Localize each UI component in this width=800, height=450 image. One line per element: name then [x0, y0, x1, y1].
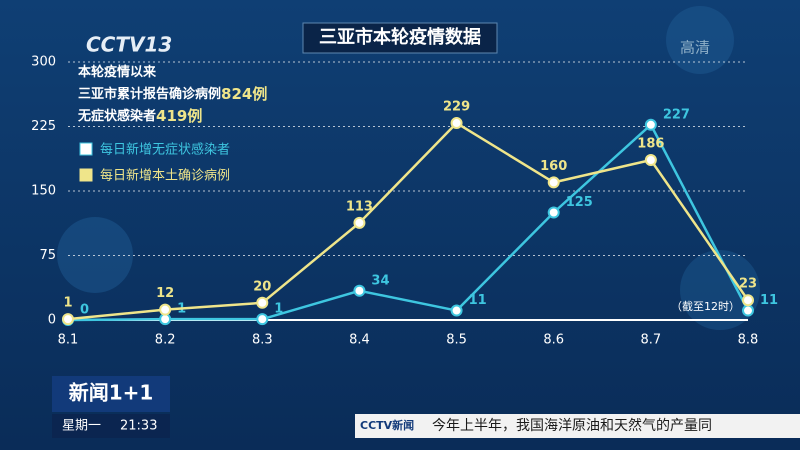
legend-label: 每日新增本土确诊病例: [100, 168, 230, 184]
series-line: [67, 121, 750, 321]
data-label: 113: [346, 199, 373, 214]
data-point: [159, 303, 172, 316]
data-point: [353, 284, 366, 297]
y-tick-label: 225: [31, 119, 56, 134]
y-tick-label: 0: [48, 313, 56, 328]
chart-title: 三亚市本轮疫情数据: [319, 26, 481, 48]
clock-box: [52, 414, 170, 438]
note-highlight: 419例: [156, 107, 202, 125]
data-label: 160: [540, 159, 567, 174]
data-point: [547, 206, 560, 219]
y-tick-label: 150: [31, 184, 56, 199]
series-line: [67, 122, 750, 322]
note: 本轮疫情以来: [78, 64, 157, 80]
data-label: 125: [566, 195, 593, 210]
ticker-logo: CCTV新闻: [360, 418, 414, 432]
data-point: [742, 304, 754, 317]
data-point: [62, 313, 74, 326]
x-tick-label: 8.6: [543, 333, 564, 348]
data-point: [256, 296, 269, 309]
note-text: 本轮疫情以来: [78, 64, 157, 80]
ticker-text: 今年上半年，我国海洋原油和天然气的产量同: [432, 417, 712, 434]
x-tick-label: 8.4: [349, 333, 370, 348]
data-point: [644, 154, 657, 167]
hd-mark: 高清: [680, 39, 710, 57]
data-label: 34: [371, 273, 389, 288]
virus-decor: [680, 250, 760, 330]
program-logo-box: [52, 376, 170, 412]
legend-swatch: [79, 142, 93, 156]
time: 21:33: [120, 419, 157, 434]
weekday: 星期一: [62, 419, 101, 434]
data-label: 11: [469, 293, 487, 308]
plot: 0 75 150 225 300 8.1 8.2 8.3 8.4 8.5 8.6 8.7 8.8 本轮疫情…: [31, 55, 778, 348]
note-text: 三亚市累计报告确诊病例: [78, 86, 221, 102]
data-label: 1: [274, 302, 283, 317]
data-label: 227: [663, 107, 690, 122]
x-tick-label: 8.8: [738, 333, 759, 348]
ticker-bar: [355, 414, 800, 438]
data-label: 12: [156, 286, 174, 301]
note-text: 无症状感染者: [77, 108, 156, 124]
data-label: 1: [63, 296, 72, 311]
data-point: [450, 304, 463, 317]
x-tick-label: 8.5: [446, 333, 467, 348]
title-box: [302, 22, 498, 54]
program-logo: 新闻1+1: [69, 381, 154, 405]
x-tick-label: 8.1: [58, 333, 79, 348]
data-label: 23: [739, 277, 757, 292]
data-point: [450, 117, 463, 130]
data-point: [742, 294, 754, 307]
legend-label: 每日新增无症状感染者: [100, 142, 230, 158]
virus-decor: [666, 6, 734, 74]
channel-logo: CCTV13: [86, 33, 172, 57]
x-tick-label: 8.3: [252, 333, 273, 348]
data-point: [547, 176, 560, 189]
footnote: （截至12时）: [671, 299, 740, 313]
data-label: 186: [637, 137, 664, 152]
note: 三亚市累计报告确诊病例824例: [78, 85, 267, 103]
data-label: 20: [253, 279, 271, 294]
data-point: [256, 313, 269, 326]
x-tick-label: 8.7: [641, 333, 662, 348]
y-tick-label: 75: [39, 248, 56, 263]
note: 无症状感染者419例: [77, 107, 202, 125]
x-tick-label: 8.2: [155, 333, 176, 348]
y-tick-label: 300: [31, 55, 56, 70]
legend-swatch: [79, 168, 93, 182]
data-label: 11: [760, 293, 778, 308]
data-point: [644, 118, 657, 131]
note-highlight: 824例: [221, 85, 267, 103]
data-label: 0: [80, 303, 89, 318]
data-label: 229: [443, 100, 470, 115]
data-point: [353, 216, 366, 229]
